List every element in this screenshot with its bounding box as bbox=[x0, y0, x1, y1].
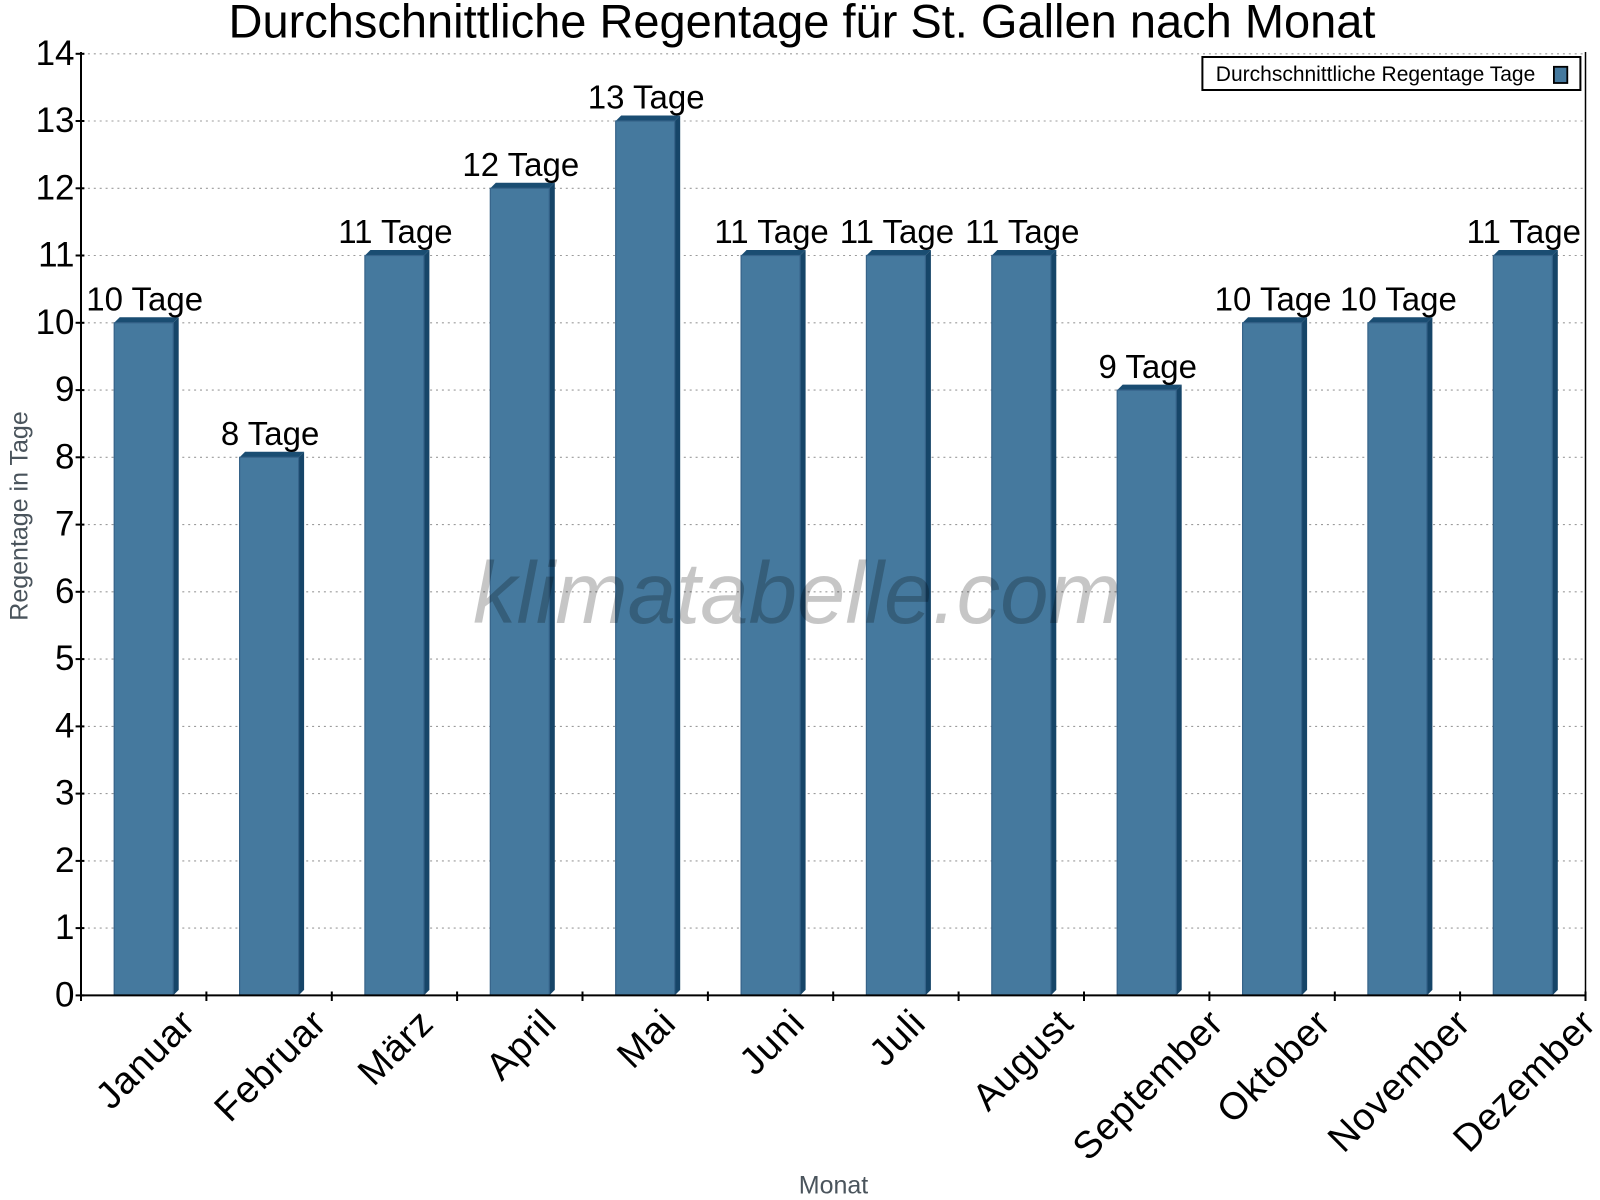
svg-text:13 Tage: 13 Tage bbox=[588, 79, 705, 116]
svg-text:11 Tage: 11 Tage bbox=[965, 213, 1079, 250]
svg-text:3: 3 bbox=[55, 774, 74, 813]
svg-text:8 Tage: 8 Tage bbox=[221, 415, 319, 452]
svg-text:12: 12 bbox=[36, 168, 75, 207]
svg-text:Durchschnittliche Regentage fü: Durchschnittliche Regentage für St. Gall… bbox=[229, 0, 1376, 48]
svg-text:10: 10 bbox=[36, 303, 75, 342]
svg-text:10 Tage: 10 Tage bbox=[1340, 281, 1457, 318]
svg-text:11: 11 bbox=[38, 236, 74, 275]
svg-text:11 Tage: 11 Tage bbox=[840, 213, 954, 250]
svg-text:14: 14 bbox=[36, 34, 75, 73]
svg-text:7: 7 bbox=[55, 505, 74, 544]
svg-text:8: 8 bbox=[55, 437, 74, 476]
svg-text:11 Tage: 11 Tage bbox=[714, 213, 828, 250]
svg-text:Durchschnittliche Regentage Ta: Durchschnittliche Regentage Tage bbox=[1216, 63, 1535, 86]
svg-text:12 Tage: 12 Tage bbox=[462, 146, 579, 183]
svg-text:9: 9 bbox=[55, 370, 74, 409]
svg-text:6: 6 bbox=[55, 572, 74, 611]
svg-text:1: 1 bbox=[55, 908, 74, 947]
svg-text:10 Tage: 10 Tage bbox=[1215, 281, 1332, 318]
svg-text:5: 5 bbox=[55, 639, 74, 678]
svg-text:2: 2 bbox=[55, 841, 74, 880]
svg-text:klimatabelle.com: klimatabelle.com bbox=[473, 545, 1121, 642]
svg-text:11 Tage: 11 Tage bbox=[338, 213, 452, 250]
svg-text:0: 0 bbox=[55, 975, 74, 1014]
svg-text:11 Tage: 11 Tage bbox=[1467, 213, 1581, 250]
svg-text:9 Tage: 9 Tage bbox=[1098, 348, 1196, 385]
svg-text:10 Tage: 10 Tage bbox=[86, 281, 203, 318]
svg-text:13: 13 bbox=[36, 101, 75, 140]
svg-text:Regentage in Tage: Regentage in Tage bbox=[6, 411, 34, 620]
svg-text:Monat: Monat bbox=[799, 1172, 869, 1200]
svg-text:4: 4 bbox=[55, 706, 74, 745]
